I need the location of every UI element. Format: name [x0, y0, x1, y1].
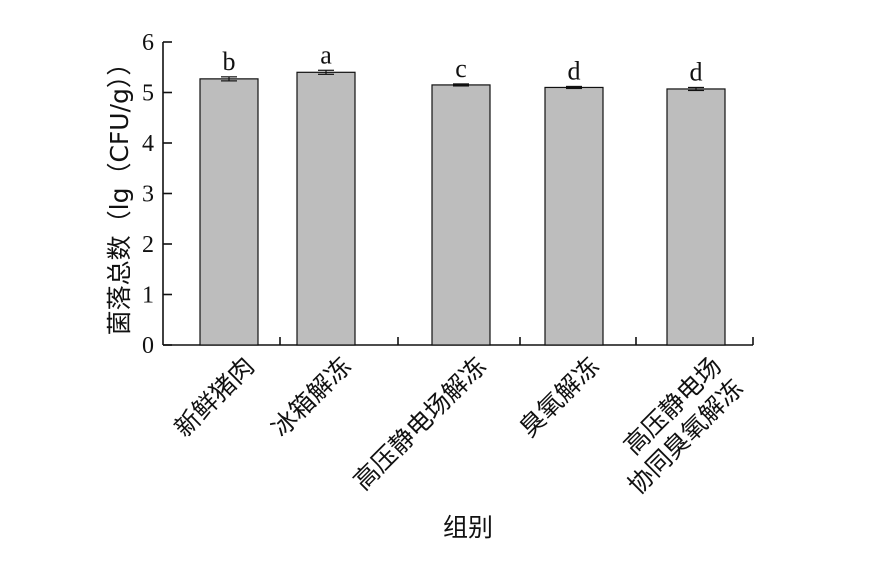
x-category-label-3: 臭氧解冻	[514, 351, 605, 442]
y-tick-label-4: 4	[142, 131, 154, 157]
y-tick-label-2: 2	[142, 232, 154, 258]
bar-3	[544, 86, 604, 346]
significance-label-4: d	[690, 57, 703, 86]
x-category-label-0-line-0: 新鲜猪肉	[169, 351, 260, 442]
y-tick-label-6: 6	[142, 30, 154, 56]
axes: 0 1 2 3 4 5 6	[142, 30, 754, 359]
x-category-label-3-line-0: 臭氧解冻	[514, 351, 605, 442]
significance-label-1: a	[320, 40, 332, 69]
y-tick-label-3: 3	[142, 182, 154, 208]
significance-label-0: b	[223, 47, 236, 76]
bar-1	[296, 71, 356, 346]
x-axis-title: 组别	[443, 513, 493, 542]
significance-label-2: c	[455, 54, 467, 83]
y-tick-label-1: 1	[142, 283, 154, 309]
error-bars	[221, 69, 704, 92]
y-tick-label-5: 5	[142, 81, 154, 107]
bars	[199, 71, 726, 346]
bar-4	[666, 88, 726, 346]
y-axis-title: 菌落总数（lg（CFU/g））	[105, 51, 134, 336]
bar-0	[199, 78, 259, 346]
significance-label-3: d	[568, 56, 581, 85]
x-category-label-0: 新鲜猪肉	[169, 351, 260, 442]
x-category-label-1-line-0: 冰箱解冻	[266, 351, 357, 442]
x-category-label-2-line-0: 高压静电场解冻	[348, 351, 492, 495]
x-category-label-2: 高压静电场解冻	[348, 351, 492, 495]
y-tick-label-0: 0	[142, 333, 154, 359]
x-category-label-1: 冰箱解冻	[266, 351, 357, 442]
bar-2	[431, 84, 491, 346]
